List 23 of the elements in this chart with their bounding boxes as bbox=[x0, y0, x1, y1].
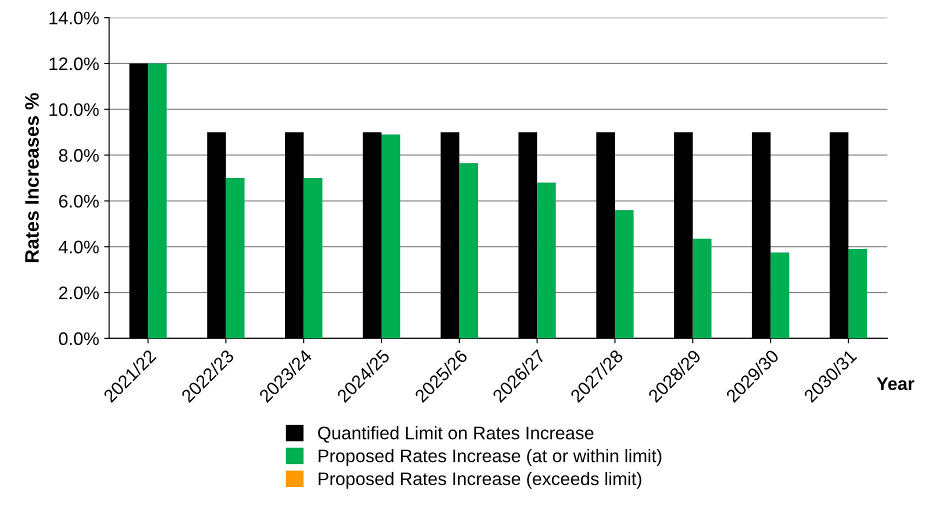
y-tick-label: 2.0% bbox=[59, 286, 99, 300]
y-tick-label: 10.0% bbox=[50, 103, 99, 116]
bar bbox=[304, 178, 322, 338]
y-tick-label: 12.0% bbox=[50, 57, 99, 70]
bar bbox=[226, 178, 245, 338]
y-tick-label: 0.0% bbox=[58, 332, 99, 346]
bar bbox=[692, 238, 712, 338]
legend-label: Proposed Rates Increase (exceeds limit) bbox=[318, 472, 642, 489]
y-axis-title: Rates Increases % bbox=[25, 93, 39, 262]
legend-label: Quantified Limit on Rates Increase bbox=[318, 426, 594, 443]
x-axis-title: Year bbox=[876, 377, 914, 390]
y-tick-label: 4.0% bbox=[58, 240, 99, 254]
y-tick-label: 6.0% bbox=[59, 194, 99, 208]
bar bbox=[614, 210, 634, 338]
legend-label: Proposed Rates Increase (at or within limit) bbox=[318, 449, 662, 466]
bar bbox=[848, 249, 868, 338]
y-tick-label: 8.0% bbox=[59, 149, 99, 162]
bar bbox=[148, 63, 167, 338]
bar bbox=[537, 182, 556, 338]
y-tick-label: 14.0% bbox=[50, 12, 99, 24]
bar bbox=[770, 252, 790, 338]
bar bbox=[382, 134, 400, 338]
bar bbox=[459, 163, 478, 338]
